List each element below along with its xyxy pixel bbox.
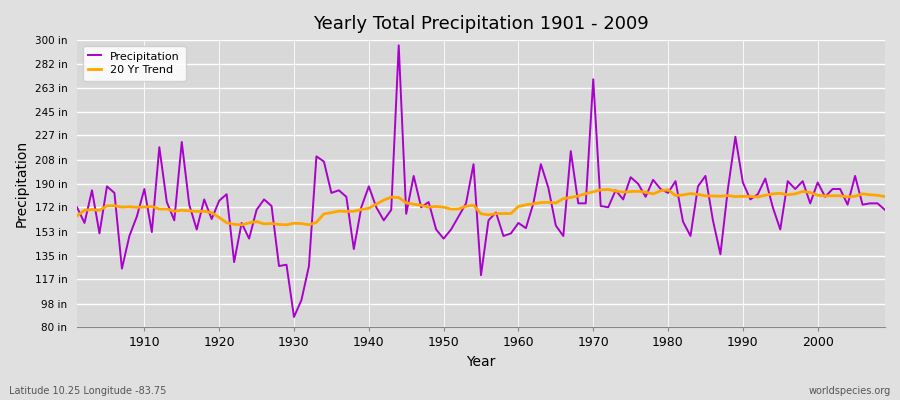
Precipitation: [879, 208, 890, 212]
Precipitation: [617, 197, 628, 202]
20 Yr Trend: [303, 222, 314, 227]
Precipitation: [289, 314, 300, 319]
Text: worldspecies.org: worldspecies.org: [809, 386, 891, 396]
Legend: Precipitation, 20 Yr Trend: Precipitation, 20 Yr Trend: [83, 46, 185, 81]
Precipitation: [520, 226, 531, 230]
Precipitation: [528, 201, 539, 206]
Y-axis label: Precipitation: Precipitation: [15, 140, 29, 227]
20 Yr Trend: [513, 204, 524, 209]
Precipitation: [348, 247, 359, 252]
20 Yr Trend: [72, 214, 83, 218]
Precipitation: [303, 264, 314, 268]
Line: Precipitation: Precipitation: [77, 45, 885, 317]
20 Yr Trend: [520, 202, 531, 207]
20 Yr Trend: [236, 222, 247, 227]
20 Yr Trend: [617, 190, 628, 194]
Precipitation: [393, 43, 404, 48]
20 Yr Trend: [879, 194, 890, 199]
20 Yr Trend: [131, 205, 142, 210]
Line: 20 Yr Trend: 20 Yr Trend: [77, 190, 885, 225]
Precipitation: [131, 214, 142, 219]
Title: Yearly Total Precipitation 1901 - 2009: Yearly Total Precipitation 1901 - 2009: [313, 15, 649, 33]
20 Yr Trend: [348, 209, 359, 214]
Precipitation: [72, 205, 83, 210]
20 Yr Trend: [603, 187, 614, 192]
X-axis label: Year: Year: [466, 355, 496, 369]
Text: Latitude 10.25 Longitude -83.75: Latitude 10.25 Longitude -83.75: [9, 386, 166, 396]
